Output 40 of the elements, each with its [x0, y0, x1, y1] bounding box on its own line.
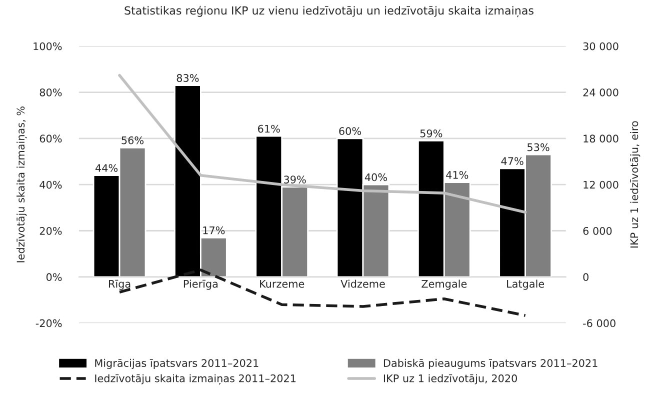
y2-tick-label: -6 000	[583, 319, 616, 328]
data-label: 41%	[446, 170, 468, 179]
x-tick-label: Kurzeme	[260, 280, 304, 288]
y-tick-label: 20%	[40, 226, 62, 235]
chart-title: Statistikas reģionu IKP uz vienu iedzīvotāju un iedzīvotāju skaita izmaiņas	[124, 6, 534, 18]
y2-tick-label: 18 000	[584, 134, 618, 143]
y-tick-label: 100%	[34, 42, 62, 50]
data-label: 53%	[528, 143, 550, 152]
data-label: 56%	[122, 136, 144, 144]
legend-label: Dabiskā pieaugums īpatsvars 2011–2021	[384, 358, 598, 369]
y-tick-label: 60%	[40, 134, 62, 143]
y2-tick-label: 24 000	[583, 88, 618, 96]
y2-tick-label: 0	[583, 273, 588, 282]
x-tick-label: Zemgale	[422, 280, 467, 290]
y-tick-label: 40%	[40, 180, 62, 189]
data-label: 59%	[420, 129, 442, 138]
y-tick-label: -20%	[36, 319, 62, 328]
y-tick-label: 80%	[40, 88, 62, 96]
line-series	[118, 74, 527, 214]
x-tick-label: Rīga	[108, 280, 130, 290]
legend-label: Iedzīvotāju skaita izmaiņas 2011–2021	[95, 374, 296, 385]
x-tick-label: Vidzeme	[340, 280, 385, 288]
y-tick-label: 0%	[46, 273, 62, 282]
x-tick-label: Pierīga	[184, 280, 218, 290]
data-label: 44%	[95, 164, 118, 172]
data-label: 40%	[364, 173, 387, 182]
data-label: 17%	[203, 226, 225, 234]
legend-label: Migrācijas īpatsvars 2011–2021	[95, 358, 258, 369]
y2-tick-label: 30 000	[583, 42, 618, 50]
data-label: 61%	[258, 124, 280, 133]
y2-tick-label: 6 000	[583, 226, 612, 235]
y2-axis-title: IKP uz 1 iedzīvotāju, eiro	[630, 121, 640, 248]
data-label: 83%	[176, 74, 199, 82]
y-axis-title: Iedzīvotāju skaita izmaiņas, %	[16, 106, 27, 262]
x-tick-label: Latgale	[507, 280, 544, 290]
data-label: 47%	[501, 157, 524, 166]
data-label: 60%	[339, 127, 362, 136]
data-label: 39%	[284, 176, 306, 184]
legend-label: IKP uz 1 iedzīvotāju, 2020	[384, 374, 517, 384]
y2-tick-label: 12 000	[584, 180, 618, 189]
